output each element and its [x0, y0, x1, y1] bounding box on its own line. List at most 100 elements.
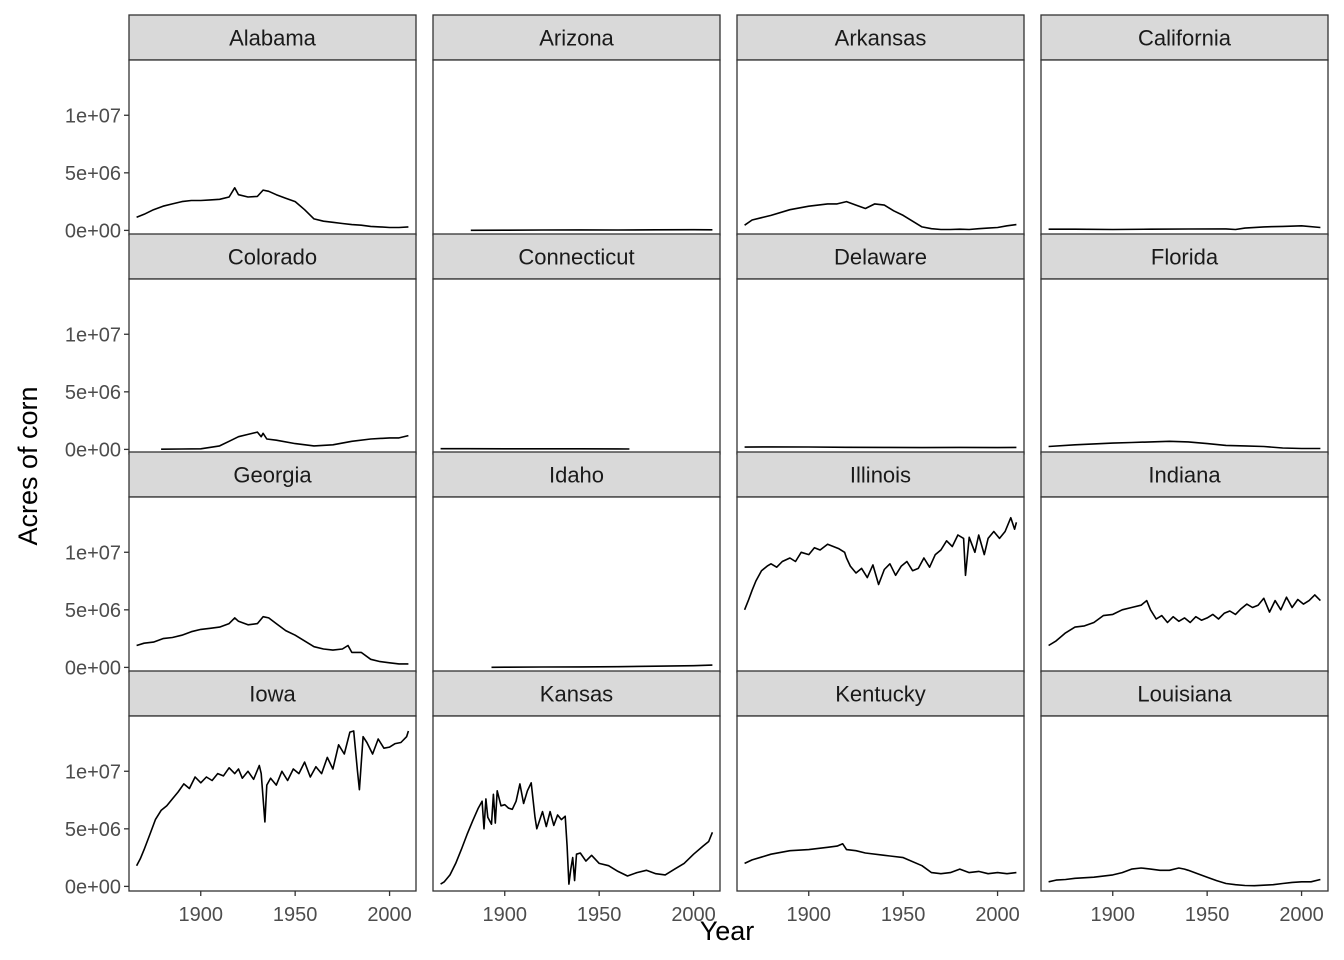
y-tick-label: 5e+06 [65, 600, 121, 622]
x-tick-label: 1950 [273, 904, 318, 926]
facet-panel-arkansas: Arkansas [736, 14, 1025, 236]
y-tick-label: 5e+06 [65, 163, 121, 185]
series-line-indiana [1048, 594, 1321, 647]
y-tick-label: 0e+00 [65, 876, 121, 898]
facet-plot-area [128, 496, 417, 673]
series-line-iowa [135, 730, 410, 867]
facet-panel-connecticut: Connecticut [432, 233, 721, 455]
facet-strip [432, 451, 721, 498]
series-line-delaware [744, 446, 1017, 449]
facet-strip-label: Idaho [549, 463, 604, 488]
facet-strip-label: Arkansas [835, 26, 927, 51]
x-axis-title: Year [700, 916, 755, 946]
facet-plot-area [736, 715, 1025, 892]
series-line-arkansas [744, 200, 1017, 231]
series-line-alabama [136, 187, 409, 229]
facet-strip-label: Illinois [850, 463, 911, 488]
x-axes: 1900 1950 2000 1900 1950 2000 1900 1950 2000 1900… [179, 891, 1324, 926]
series-line-kansas [440, 781, 714, 885]
x-tick-label: 1900 [1091, 904, 1136, 926]
facet-strip-label: Kansas [540, 682, 613, 707]
facet-strip [736, 670, 1025, 717]
facet-plot-area [432, 278, 721, 455]
series-line-arizona [470, 228, 713, 232]
y-tick-label: 1e+07 [65, 105, 121, 127]
x-tick-label: 1950 [881, 904, 926, 926]
facet-plot-area [128, 59, 417, 236]
series-line-louisiana [1048, 867, 1321, 887]
x-tick-label: 2000 [975, 904, 1020, 926]
series-line-california [1048, 225, 1321, 231]
series-line-idaho [491, 664, 713, 669]
y-tick-label: 1e+07 [65, 324, 121, 346]
facet-strip-label: Iowa [249, 682, 296, 707]
facet-plot-area [432, 496, 721, 673]
x-tick-label: 1900 [483, 904, 528, 926]
facet-strip-label: Louisiana [1137, 682, 1232, 707]
x-tick-label: 2000 [671, 904, 716, 926]
facet-panel-alabama: Alabama [128, 14, 417, 236]
facet-plot-area [1040, 496, 1329, 673]
facet-strip [1040, 451, 1329, 498]
facet-panel-illinois: Illinois [736, 451, 1025, 673]
y-tick-label: 0e+00 [65, 657, 121, 679]
facet-panel-colorado: Colorado [128, 233, 417, 455]
y-tick-label: 0e+00 [65, 220, 121, 242]
facet-strip [128, 451, 417, 498]
series-line-georgia [136, 615, 409, 665]
y-tick-label: 1e+07 [65, 542, 121, 564]
y-tick-label: 1e+07 [65, 761, 121, 783]
facet-plot-area [128, 715, 417, 892]
facet-panel-georgia: Georgia [128, 451, 417, 673]
facet-strip-label: Connecticut [518, 245, 634, 270]
facet-strip-label: Delaware [834, 245, 927, 270]
facet-panel-california: California [1040, 14, 1329, 236]
facet-plot-area [1040, 278, 1329, 455]
facet-strip [432, 14, 721, 61]
facet-plot-area [736, 278, 1025, 455]
facet-strip-label: Alabama [229, 26, 317, 51]
y-axis-title: Acres of corn [13, 386, 43, 545]
facet-strip [432, 670, 721, 717]
facet-strip [1040, 233, 1329, 280]
facet-strip [1040, 14, 1329, 61]
facet-plot-area [736, 59, 1025, 236]
series-line-colorado [161, 431, 409, 450]
y-tick-label: 0e+00 [65, 439, 121, 461]
facet-strip [736, 451, 1025, 498]
x-tick-label: 2000 [367, 904, 412, 926]
facet-plot-area [1040, 715, 1329, 892]
facet-panel-idaho: Idaho [432, 451, 721, 673]
facet-strip [1040, 670, 1329, 717]
facet-strip-label: Indiana [1148, 463, 1221, 488]
y-tick-label: 5e+06 [65, 819, 121, 841]
facet-strip-label: Colorado [228, 245, 317, 270]
facet-strip [128, 14, 417, 61]
facet-panel-arizona: Arizona [432, 14, 721, 236]
facet-strip-label: California [1138, 26, 1232, 51]
facet-strip [432, 233, 721, 280]
x-tick-label: 1900 [179, 904, 224, 926]
facet-strip [736, 233, 1025, 280]
y-tick-label: 5e+06 [65, 382, 121, 404]
series-line-florida [1048, 440, 1321, 450]
facet-panel-louisiana: Louisiana [1040, 670, 1329, 892]
facet-panel-kansas: Kansas [432, 670, 721, 892]
x-tick-label: 1900 [787, 904, 832, 926]
x-tick-label: 1950 [1185, 904, 1230, 926]
facet-panel-florida: Florida [1040, 233, 1329, 455]
facet-strip-label: Arizona [539, 26, 614, 51]
x-tick-label: 2000 [1279, 904, 1324, 926]
facet-strip-label: Kentucky [835, 682, 926, 707]
x-tick-label: 1950 [577, 904, 622, 926]
facet-panel-kentucky: Kentucky [736, 670, 1025, 892]
series-line-kentucky [744, 842, 1017, 875]
facet-panels: Alabama Arizona Arkansas California Colorado… [128, 14, 1329, 892]
facet-plot-area [432, 59, 721, 236]
facet-panel-delaware: Delaware [736, 233, 1025, 455]
facet-strip-label: Georgia [233, 463, 312, 488]
facet-plot-area [128, 278, 417, 455]
facet-plot-area [736, 496, 1025, 673]
series-line-illinois [743, 516, 1018, 611]
